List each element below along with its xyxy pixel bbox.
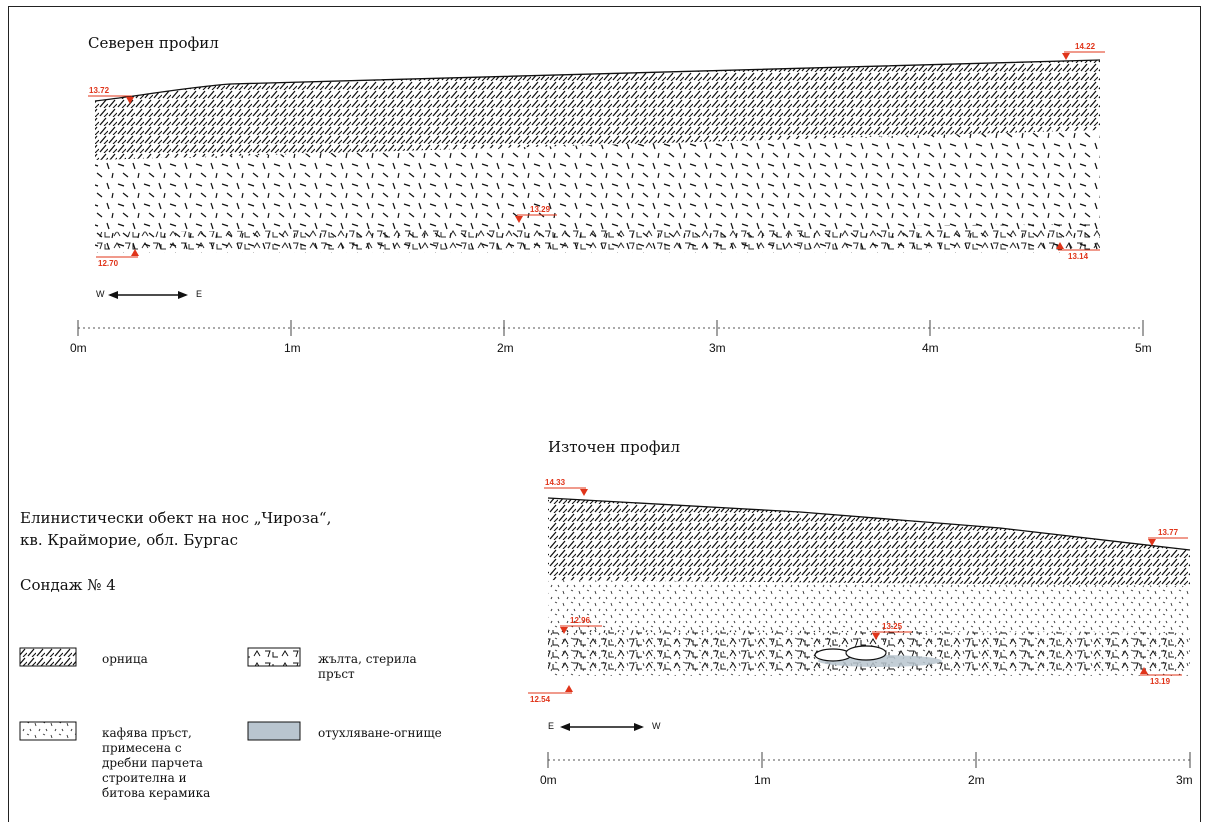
north-scale-bar [77, 320, 1144, 336]
legend-swatch-burnt [247, 721, 301, 741]
east-scale-bar [547, 752, 1191, 768]
elevation-label: 12.54 [530, 695, 551, 704]
elevation-marker [126, 97, 134, 104]
elevation-label: 13.72 [89, 86, 110, 95]
drawing-frame [8, 6, 1201, 822]
legend-swatch-ornitsa [19, 647, 77, 667]
elevation-marker [1056, 242, 1064, 249]
elevation-label: 14.22 [1075, 42, 1096, 51]
east-direction-arrow [560, 723, 644, 731]
scale-label: 2m [497, 341, 514, 355]
elevation-label: 13.77 [1158, 528, 1179, 537]
elevation-label: 13.29 [530, 205, 551, 214]
east-surface-line [547, 497, 1191, 551]
scale-label: 4m [922, 341, 939, 355]
stone [845, 645, 887, 661]
elevation-label: 13.25 [882, 622, 903, 631]
direction-label-west: W [652, 721, 661, 731]
elevation-marker [872, 633, 880, 640]
north-lower-layer [95, 130, 1100, 253]
scale-label: 3m [709, 341, 726, 355]
east-profile-title: Източен профил [548, 438, 681, 456]
legend-label-brown: кафява пръст, примесена с дребни парчета… [102, 726, 211, 800]
legend-label-ornitsa: орница [102, 652, 148, 666]
scale-label: 1m [754, 773, 771, 787]
legend-label-burnt: отухляване-огнище [318, 726, 442, 740]
stone [814, 648, 852, 662]
legend-swatches [19, 647, 301, 741]
elevation-marker [131, 249, 139, 256]
north-profile-title: Северен профил [88, 34, 219, 52]
east-topsoil-layer [548, 498, 1190, 586]
direction-label-east: E [196, 289, 203, 299]
elevation-label: 13.19 [1150, 677, 1171, 686]
north-profile [77, 51, 1144, 336]
elevation-label: 12.70 [98, 259, 119, 268]
east-profile [528, 487, 1191, 768]
legend-swatch-brown [19, 721, 77, 741]
elevation-marker [565, 685, 573, 692]
scale-label: 0m [540, 773, 557, 787]
sondage-label: Сондаж № 4 [20, 576, 116, 594]
elevation-marker [1062, 53, 1070, 60]
legend-label-yellow: жълта, стерила пръст [318, 652, 417, 681]
scale-label: 2m [968, 773, 985, 787]
direction-label-east: E [548, 721, 555, 731]
direction-label-west: W [96, 289, 105, 299]
elevation-marker [580, 489, 588, 496]
north-bottom-carets [95, 224, 1100, 253]
scale-label: 3m [1176, 773, 1193, 787]
site-title-line1: Елинистически обект на нос „Чироза“, [20, 509, 332, 527]
site-title-line2: кв. Крайморие, обл. Бургас [20, 531, 238, 549]
north-surface-line [94, 59, 1101, 102]
scale-label: 0m [70, 341, 87, 355]
elevation-marker [1148, 539, 1156, 546]
legend-swatch-yellow [247, 647, 301, 667]
north-topsoil-layer [95, 60, 1100, 160]
elevation-marker [560, 627, 568, 634]
north-direction-arrow [108, 291, 188, 299]
elevation-label: 13.14 [1068, 252, 1089, 261]
elevation-marker [1140, 667, 1148, 674]
elevation-label: 12.96 [570, 616, 591, 625]
scale-label: 1m [284, 341, 301, 355]
elevation-label: 14.33 [545, 478, 566, 487]
scale-label: 5m [1135, 341, 1152, 355]
elevation-marker [515, 216, 523, 223]
